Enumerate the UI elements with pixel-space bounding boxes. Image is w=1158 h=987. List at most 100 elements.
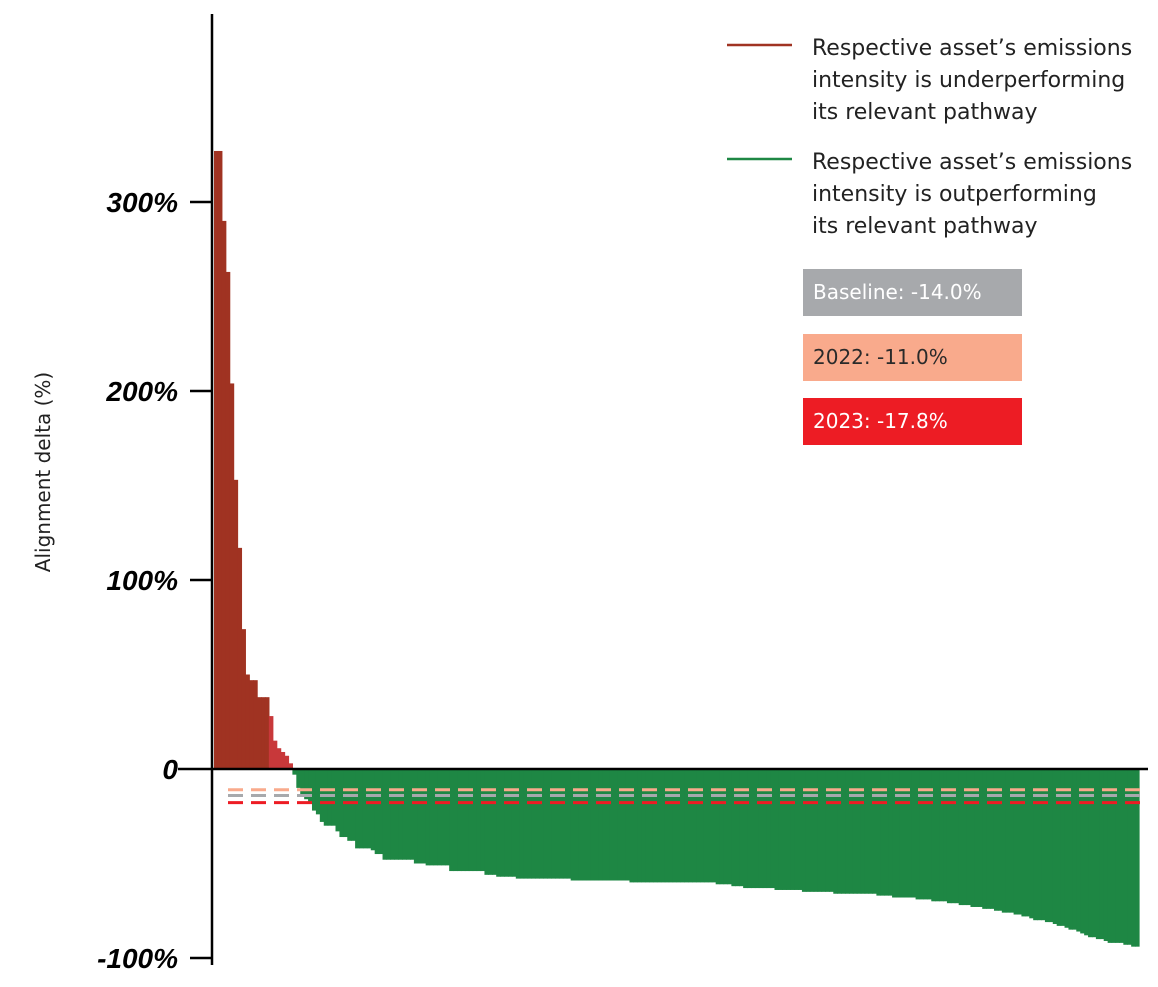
bar [558, 769, 564, 879]
bar [378, 769, 384, 855]
y-axis-title: Alignment delta (%) [31, 372, 55, 572]
bar [1123, 769, 1128, 945]
bar [880, 769, 885, 896]
bar [958, 769, 964, 906]
bar [214, 150, 219, 770]
bar [296, 769, 301, 788]
bar [750, 769, 756, 889]
bar [217, 150, 223, 770]
bar [931, 769, 936, 902]
bar [903, 769, 909, 898]
bar [927, 769, 932, 900]
bar [1060, 769, 1066, 926]
legend-underperforming-line-3: its relevant pathway [812, 100, 1038, 125]
bar [480, 769, 486, 872]
bar [1044, 769, 1050, 923]
bar [323, 769, 329, 826]
bar [739, 769, 744, 887]
bar [950, 769, 956, 904]
bar [264, 697, 270, 769]
bar [782, 769, 787, 890]
bar [762, 769, 768, 889]
bar [703, 769, 709, 883]
bar [649, 769, 654, 883]
bar [864, 769, 870, 894]
bar [617, 769, 623, 881]
bar [856, 769, 862, 894]
bar [1103, 769, 1109, 941]
bar [229, 383, 235, 769]
bar [1099, 769, 1105, 940]
legend-outperforming-line-3: its relevant pathway [812, 214, 1038, 239]
bar [355, 769, 360, 849]
bar [794, 769, 799, 890]
bar [566, 769, 572, 879]
bar [805, 769, 811, 892]
bar [519, 769, 525, 879]
bar [754, 769, 760, 889]
bar [331, 769, 337, 826]
bar [598, 769, 603, 881]
bar [876, 769, 881, 896]
bar [484, 769, 489, 875]
bar [700, 769, 705, 883]
bar [233, 479, 239, 769]
bar [1084, 769, 1089, 936]
bar [656, 769, 662, 883]
bar [586, 769, 591, 881]
bar [727, 769, 732, 885]
bar [1013, 769, 1019, 915]
bar [986, 769, 991, 909]
bar [511, 769, 517, 877]
bar [1119, 769, 1124, 943]
bar [590, 769, 595, 881]
bar [359, 769, 364, 849]
bar [1056, 769, 1062, 926]
bar [374, 769, 380, 855]
bar [676, 769, 682, 883]
bar [417, 769, 423, 864]
bar [852, 769, 858, 894]
bar [1025, 769, 1030, 917]
bar [786, 769, 791, 890]
bar [1033, 769, 1038, 921]
bar [711, 769, 717, 883]
bar [888, 769, 893, 896]
bar [990, 769, 995, 909]
bar [488, 769, 493, 875]
bar [848, 769, 854, 894]
bar [468, 769, 474, 872]
bar [429, 769, 435, 866]
bar [1072, 769, 1077, 930]
bar [672, 769, 678, 883]
bar [974, 769, 979, 907]
bar [570, 769, 576, 881]
bar [1111, 769, 1117, 943]
bar [421, 769, 427, 864]
bar [366, 769, 372, 849]
bar [253, 680, 258, 769]
bar [813, 769, 819, 892]
bar [1080, 769, 1085, 934]
bar [1135, 769, 1140, 947]
bar [304, 769, 309, 800]
bar [609, 769, 615, 881]
bar [1127, 769, 1132, 945]
bar [758, 769, 764, 889]
bar [801, 769, 807, 892]
bar [539, 769, 544, 879]
bar [1029, 769, 1034, 919]
bar [1076, 769, 1081, 932]
bar [1021, 769, 1026, 917]
bar [261, 697, 266, 769]
bar [837, 769, 842, 894]
bar [899, 769, 905, 898]
bar [496, 769, 501, 877]
bar [774, 769, 780, 890]
reference-lines-group [228, 788, 1148, 805]
bar [817, 769, 823, 892]
bar [747, 769, 752, 889]
year-2023-badge: 2023: -17.8% [803, 398, 1022, 445]
bar [1095, 769, 1101, 940]
bar [935, 769, 940, 902]
